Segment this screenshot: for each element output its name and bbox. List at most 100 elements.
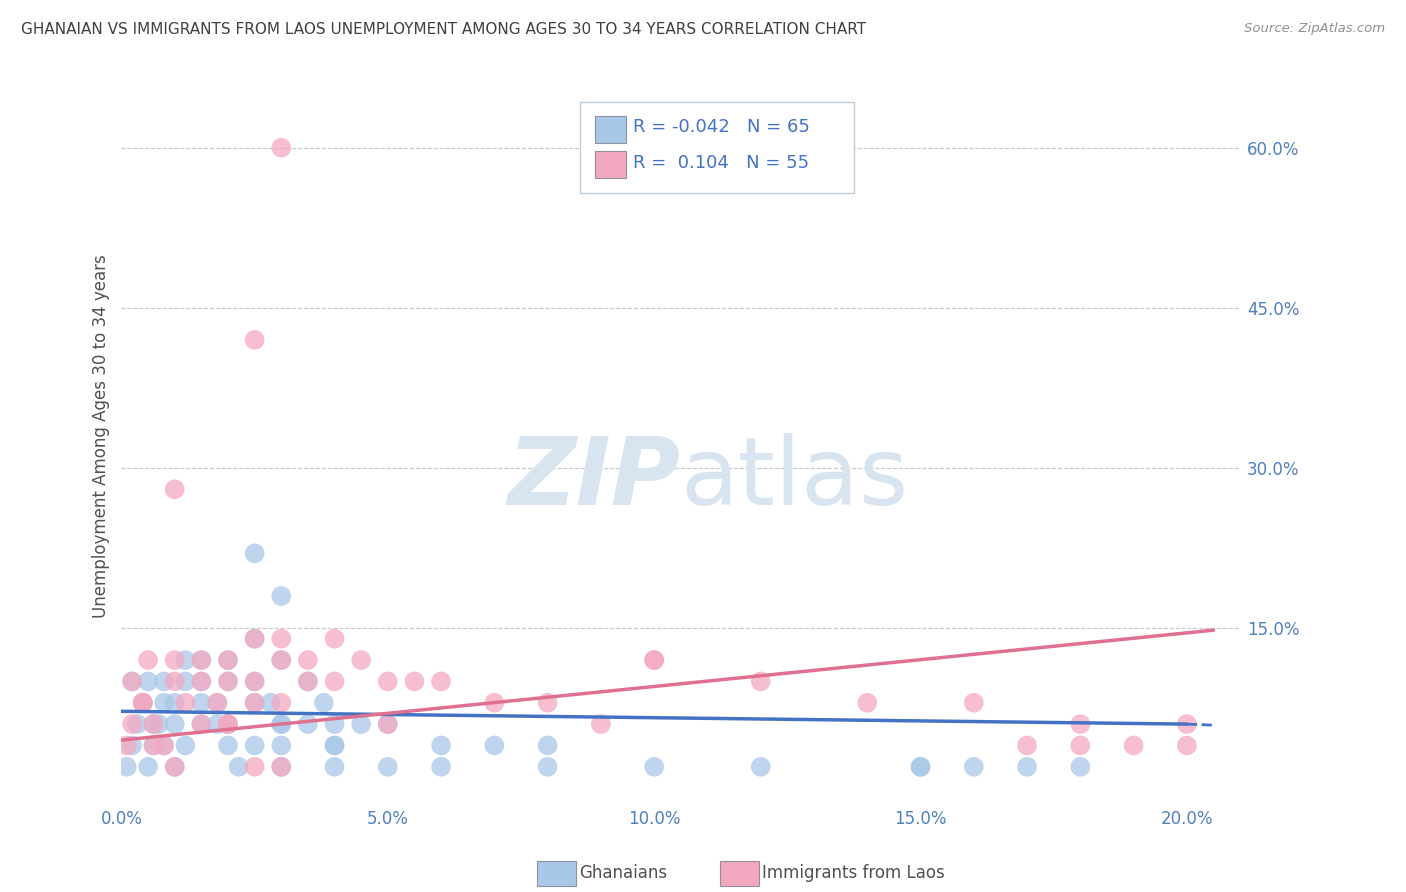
Point <box>148 717 170 731</box>
Point <box>643 760 665 774</box>
Point <box>910 760 932 774</box>
Point <box>142 717 165 731</box>
Point <box>350 653 373 667</box>
Point <box>1122 739 1144 753</box>
Point <box>190 717 212 731</box>
Point <box>536 739 558 753</box>
Point <box>963 696 986 710</box>
Point <box>217 653 239 667</box>
Point <box>153 739 176 753</box>
Point <box>1069 717 1091 731</box>
Point <box>207 717 229 731</box>
Point <box>430 760 453 774</box>
Point <box>377 717 399 731</box>
Point <box>153 674 176 689</box>
Point <box>127 717 149 731</box>
Point <box>643 653 665 667</box>
Text: Ghanaians: Ghanaians <box>579 864 668 882</box>
Point <box>377 717 399 731</box>
Point <box>163 760 186 774</box>
Point <box>484 739 506 753</box>
Point <box>132 696 155 710</box>
Point <box>163 674 186 689</box>
Text: atlas: atlas <box>681 434 910 525</box>
Point <box>243 674 266 689</box>
Point <box>163 653 186 667</box>
Point <box>643 653 665 667</box>
Point <box>270 717 292 731</box>
FancyBboxPatch shape <box>581 102 855 193</box>
Point <box>243 333 266 347</box>
Point <box>323 674 346 689</box>
Point <box>153 739 176 753</box>
Point <box>243 546 266 560</box>
Point <box>228 760 250 774</box>
Point <box>270 141 292 155</box>
Point <box>243 739 266 753</box>
Point <box>243 696 266 710</box>
Point <box>377 760 399 774</box>
Point <box>153 696 176 710</box>
Point <box>323 739 346 753</box>
Text: Source: ZipAtlas.com: Source: ZipAtlas.com <box>1244 22 1385 36</box>
Point <box>430 674 453 689</box>
Point <box>536 696 558 710</box>
Point <box>259 696 281 710</box>
Point <box>270 653 292 667</box>
Point <box>217 653 239 667</box>
Text: GHANAIAN VS IMMIGRANTS FROM LAOS UNEMPLOYMENT AMONG AGES 30 TO 34 YEARS CORRELAT: GHANAIAN VS IMMIGRANTS FROM LAOS UNEMPLO… <box>21 22 866 37</box>
Point <box>217 674 239 689</box>
Point <box>589 717 612 731</box>
Point <box>163 696 186 710</box>
Point <box>217 674 239 689</box>
Point <box>190 717 212 731</box>
Point <box>136 760 159 774</box>
Point <box>174 739 197 753</box>
Point <box>142 717 165 731</box>
Point <box>115 739 138 753</box>
Point <box>174 674 197 689</box>
Point <box>270 760 292 774</box>
Point <box>190 653 212 667</box>
Point <box>121 717 143 731</box>
Point <box>270 760 292 774</box>
Point <box>174 696 197 710</box>
Point <box>270 696 292 710</box>
Point <box>1069 760 1091 774</box>
Point <box>121 674 143 689</box>
Point <box>297 674 319 689</box>
Point <box>115 760 138 774</box>
Point <box>297 653 319 667</box>
Point <box>207 696 229 710</box>
Point <box>217 717 239 731</box>
Point <box>136 674 159 689</box>
Point <box>243 760 266 774</box>
Y-axis label: Unemployment Among Ages 30 to 34 years: Unemployment Among Ages 30 to 34 years <box>93 254 110 618</box>
Point <box>132 696 155 710</box>
Point <box>297 717 319 731</box>
Text: R =  0.104   N = 55: R = 0.104 N = 55 <box>633 154 808 172</box>
Point <box>749 760 772 774</box>
Point <box>270 653 292 667</box>
Point <box>484 696 506 710</box>
Point <box>136 653 159 667</box>
Point <box>1015 739 1038 753</box>
Point <box>243 632 266 646</box>
Point <box>323 717 346 731</box>
Point <box>270 632 292 646</box>
Point <box>323 760 346 774</box>
Point <box>163 483 186 497</box>
Point <box>163 717 186 731</box>
Point <box>749 674 772 689</box>
Point <box>142 739 165 753</box>
Point <box>270 739 292 753</box>
Point <box>217 717 239 731</box>
Point <box>163 760 186 774</box>
Point <box>174 653 197 667</box>
Point <box>1175 739 1198 753</box>
Point <box>132 696 155 710</box>
Point <box>1015 760 1038 774</box>
Text: Immigrants from Laos: Immigrants from Laos <box>762 864 945 882</box>
Point <box>217 717 239 731</box>
Point <box>323 739 346 753</box>
